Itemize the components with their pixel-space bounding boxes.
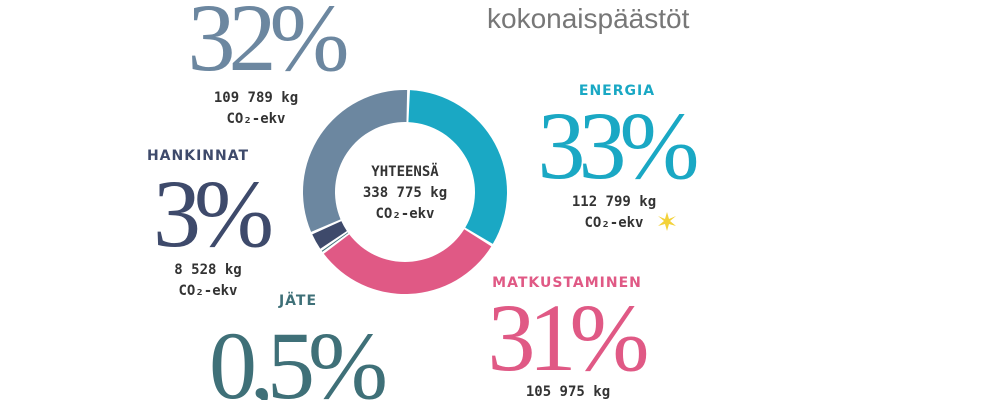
donut-segment: [303, 89, 408, 232]
amount-label: 105 975 kg: [526, 384, 610, 400]
center-label: YHTEENSÄ: [371, 163, 439, 180]
category-label: HANKINNAT: [147, 148, 249, 164]
center-unit: CO₂-ekv: [375, 206, 434, 222]
category-label: ENERGIA: [579, 83, 655, 99]
amount-label: 8 528 kg: [174, 262, 241, 278]
category-label: JÄTE: [278, 292, 317, 309]
donut-segment: [321, 232, 349, 252]
asterisk-icon: [658, 212, 676, 231]
percent-label: 31%: [488, 284, 647, 391]
percent-label: 32%: [188, 0, 347, 91]
amount-label: 112 799 kg: [572, 194, 656, 210]
category-label: MATKUSTAMINEN: [492, 275, 642, 291]
unit-label: CO₂-ekv: [584, 215, 643, 231]
percent-label: 3%: [153, 160, 271, 267]
title: kokonaispäästöt: [487, 3, 690, 34]
donut-segment: [323, 229, 492, 295]
percent-label: 0,5%: [209, 312, 385, 400]
unit-label: CO₂-ekv: [178, 283, 237, 299]
total-label: 338 775 kg: [363, 185, 447, 201]
unit-label: CO₂-ekv: [226, 111, 285, 127]
donut-segment: [408, 90, 508, 244]
donut-segment: [312, 221, 347, 249]
percent-label: 33%: [538, 92, 697, 199]
amount-label: 109 789 kg: [214, 90, 298, 106]
